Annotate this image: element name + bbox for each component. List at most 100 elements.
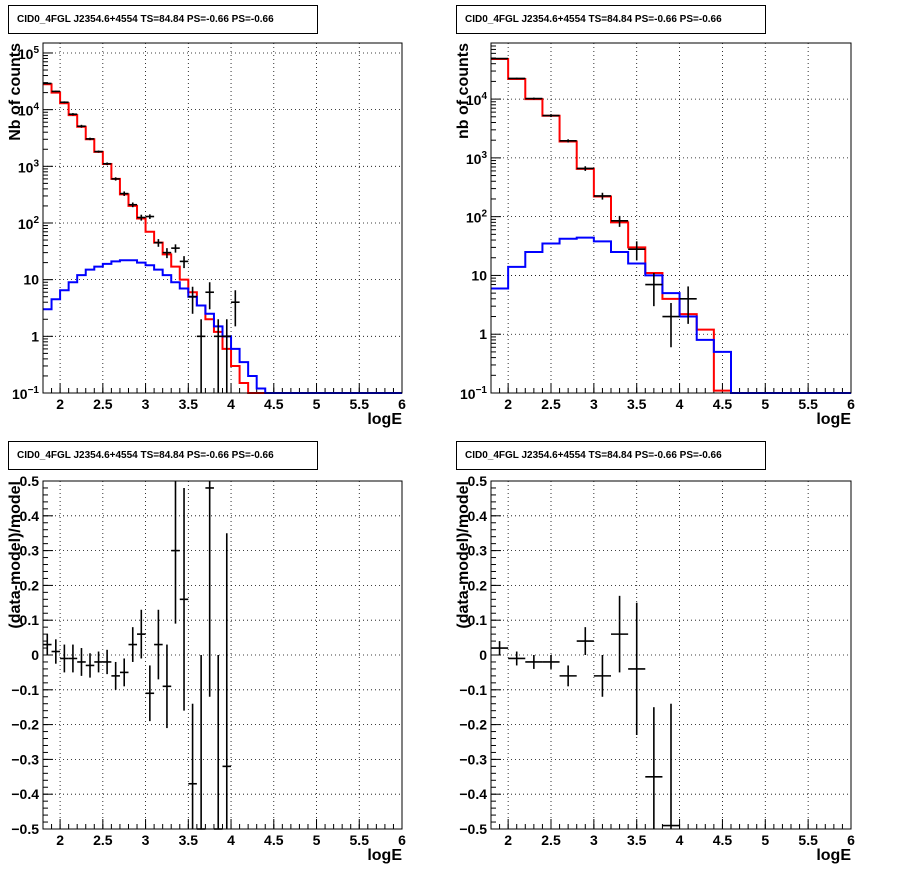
data-point xyxy=(137,609,146,659)
x-tick-label: 3 xyxy=(142,832,150,848)
y-tick-label: 10 xyxy=(23,272,39,288)
data-point xyxy=(628,241,646,261)
data-point xyxy=(119,658,129,687)
x-tick-label: 2 xyxy=(504,396,512,412)
data-point xyxy=(162,644,172,729)
y-tick-label: −0.1 xyxy=(459,682,487,698)
plot-area xyxy=(43,481,402,829)
x-tick-label: 6 xyxy=(398,832,406,848)
y-tick-label: 104 xyxy=(18,102,40,119)
data-point xyxy=(85,653,95,678)
y-tick-label: 104 xyxy=(466,91,488,108)
plot-frame xyxy=(42,42,403,394)
x-tick-label: 5 xyxy=(313,396,321,412)
y-tick-label: 0.5 xyxy=(20,473,40,489)
y-tick-label: 103 xyxy=(18,158,40,175)
x-axis-label: logE xyxy=(367,847,402,864)
y-axis-label: nb of counts xyxy=(455,43,472,139)
x-tick-label: 5.5 xyxy=(798,832,818,848)
y-tick-label: 0.4 xyxy=(20,508,40,524)
data-point xyxy=(645,273,663,307)
x-tick-label: 3 xyxy=(590,832,598,848)
x-tick-label: 5.5 xyxy=(798,396,818,412)
x-tick-label: 2 xyxy=(56,832,64,848)
panel-2: 2 2.5 3 3.5 4 4.5 5 5.5 6 10−1 1 10 102 103 104 logE nb … xyxy=(455,42,855,428)
y-tick-label: −0.1 xyxy=(11,682,39,698)
panel-4-title: CID0_4FGL J2354.6+4554 TS=84.84 PS=-0.66… xyxy=(456,441,766,470)
data-point xyxy=(179,487,189,711)
x-tick-label: 4.5 xyxy=(264,832,284,848)
data-point xyxy=(593,192,611,200)
data-point xyxy=(188,286,197,314)
x-tick-label: 3.5 xyxy=(179,396,199,412)
data-point xyxy=(77,648,86,676)
data-point xyxy=(145,214,155,219)
y-axis-label: (data-model)/model xyxy=(455,481,472,629)
x-tick-label: 4 xyxy=(227,832,235,848)
plot-frame xyxy=(42,480,403,830)
x-tick-label: 3.5 xyxy=(627,832,647,848)
data-point xyxy=(662,302,680,348)
x-tick-label: 4.5 xyxy=(264,396,284,412)
data-point xyxy=(154,609,163,680)
y-tick-label: 0.4 xyxy=(468,508,488,524)
y-tick-label: 0.2 xyxy=(20,577,40,593)
x-tick-label: 2.5 xyxy=(93,832,113,848)
data-point xyxy=(171,244,180,253)
y-tick-label: 10 xyxy=(471,267,487,283)
data-point xyxy=(491,641,509,655)
y-tick-label: 0.5 xyxy=(468,473,488,489)
panel-2-title: CID0_4FGL J2354.6+4554 TS=84.84 PS=-0.66… xyxy=(456,5,766,34)
x-tick-label: 5.5 xyxy=(350,832,370,848)
data-point xyxy=(145,665,155,722)
data-point xyxy=(576,627,594,655)
data-point xyxy=(162,248,172,259)
data-point xyxy=(508,77,526,80)
data-point xyxy=(188,703,197,829)
y-tick-label: −0.3 xyxy=(459,751,487,767)
panel-4: 2 2.5 3 3.5 4 4.5 5 5.5 6 −0.5 −0.4 −0.3 −0.2 −0.1 0 0.… xyxy=(455,473,855,864)
panel-3: 2 2.5 3 3.5 4 4.5 5 5.5 6 −0.5 −0.4 −0.3 −0.2 −0.1 0 0.… xyxy=(7,473,406,864)
y-tick-label: 0.3 xyxy=(20,543,40,559)
data-point xyxy=(628,602,646,736)
x-tick-label: 5 xyxy=(761,396,769,412)
data-point xyxy=(231,290,240,327)
data-point xyxy=(85,137,95,141)
y-tick-label: −0.5 xyxy=(11,821,39,837)
y-tick-label: 10−1 xyxy=(12,385,39,402)
data-point xyxy=(68,113,78,116)
data-point xyxy=(111,661,120,690)
data-point xyxy=(611,595,629,673)
data-point xyxy=(77,124,86,128)
x-tick-label: 3 xyxy=(590,396,598,412)
panel-1-title: CID0_4FGL J2354.6+4554 TS=84.84 PS=-0.66… xyxy=(8,5,318,34)
data-point xyxy=(94,150,103,153)
data-point xyxy=(213,319,223,393)
data-point xyxy=(43,82,52,85)
data-point xyxy=(593,655,611,697)
data-point xyxy=(542,114,560,118)
y-tick-label: 0 xyxy=(31,647,39,663)
data-point xyxy=(128,627,138,662)
data-point xyxy=(60,644,69,673)
x-tick-label: 5.5 xyxy=(350,396,370,412)
data-point xyxy=(102,649,112,675)
plot-frame xyxy=(490,480,852,830)
data-point xyxy=(525,655,543,669)
y-tick-label: −0.5 xyxy=(459,821,487,837)
x-tick-label: 2 xyxy=(56,396,64,412)
y-tick-label: −0.4 xyxy=(11,786,39,802)
y-tick-label: 0 xyxy=(479,647,487,663)
data-point xyxy=(137,214,146,221)
data-point xyxy=(491,57,509,60)
y-tick-label: 103 xyxy=(466,150,488,167)
x-tick-label: 6 xyxy=(847,832,855,848)
data-point xyxy=(525,97,543,100)
data-point xyxy=(611,215,629,227)
x-tick-label: 3.5 xyxy=(627,396,647,412)
data-point xyxy=(559,665,577,687)
x-tick-label: 2.5 xyxy=(541,832,561,848)
data-point xyxy=(542,655,560,669)
x-tick-label: 5 xyxy=(313,832,321,848)
